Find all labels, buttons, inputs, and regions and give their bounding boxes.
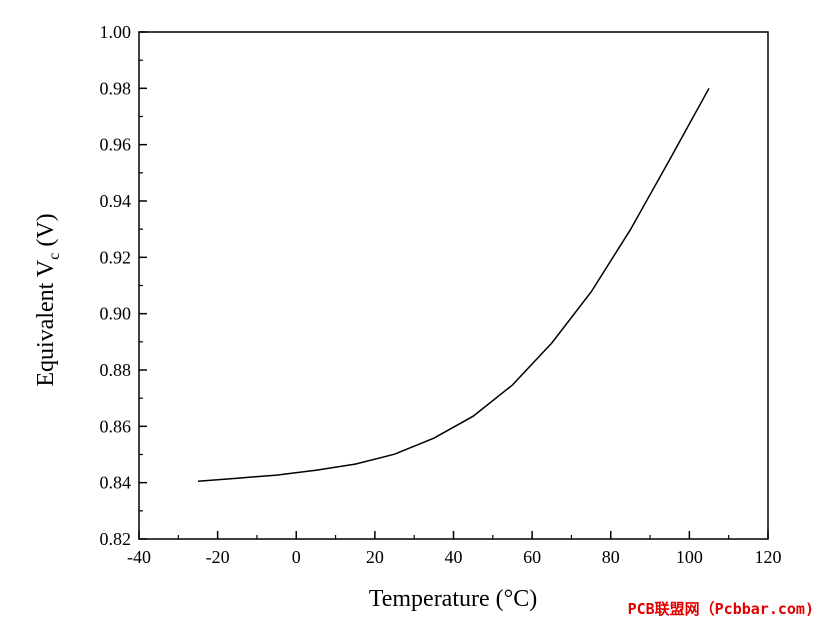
y-tick-label: 0.82	[100, 529, 132, 549]
x-tick-label: 120	[755, 547, 782, 567]
y-axis-title-main: Equivalent V	[33, 259, 59, 387]
x-tick-label: 20	[366, 547, 384, 567]
x-tick-label: 0	[292, 547, 301, 567]
y-tick-label: 0.94	[100, 191, 132, 211]
x-tick-label: 80	[602, 547, 620, 567]
y-tick-label: 0.96	[100, 135, 132, 155]
y-axis-title: Equivalent Vc (V)	[33, 213, 63, 386]
x-axis-ticks: -40 -20 0 20 40 60 80 100 120	[127, 531, 782, 567]
y-axis-ticks: 0.82 0.84 0.86 0.88 0.90 0.92 0.94 0.96 0.98 1.00	[100, 22, 147, 549]
y-tick-label: 0.84	[100, 473, 132, 493]
y-tick-label: 0.88	[100, 360, 132, 380]
y-tick-label: 0.92	[100, 247, 132, 267]
y-tick-label: 0.90	[100, 304, 132, 324]
x-axis-title: Temperature (°C)	[369, 586, 538, 612]
x-tick-label: 60	[523, 547, 541, 567]
series-line	[197, 87, 710, 483]
y-tick-label: 0.86	[100, 416, 132, 436]
y-axis-title-subscript: c	[46, 253, 63, 260]
x-tick-label: -40	[127, 547, 151, 567]
x-tick-label: -20	[206, 547, 230, 567]
y-tick-label: 1.00	[100, 22, 132, 42]
x-tick-label: 100	[676, 547, 703, 567]
watermark-text: PCB联盟网（Pcbbar.com)	[627, 600, 814, 618]
y-axis-title-unit: (V)	[33, 213, 59, 252]
x-tick-label: 40	[445, 547, 463, 567]
plot-frame	[138, 31, 769, 540]
y-tick-label: 0.98	[100, 78, 132, 98]
